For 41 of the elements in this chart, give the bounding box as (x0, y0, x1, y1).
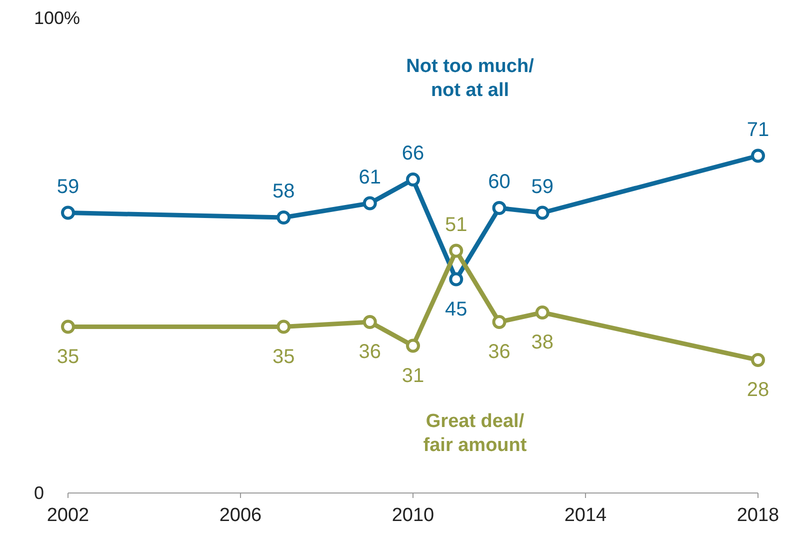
data-label: 31 (402, 364, 424, 387)
data-label: 28 (746, 379, 770, 401)
data-label: 51 (445, 214, 468, 236)
x-tick-label: 2002 (46, 504, 90, 526)
point (406, 338, 420, 353)
point (449, 244, 464, 258)
data-label: 71 (746, 118, 770, 141)
data-label: 60 (488, 171, 510, 193)
x-tick-label: 2010 (392, 504, 434, 526)
data-label: 66 (402, 142, 424, 164)
data-label: 58 (272, 180, 295, 202)
point (276, 210, 291, 224)
y-tick-label: 100% (34, 8, 80, 28)
data-label: 35 (56, 346, 80, 368)
data-label: 59 (56, 176, 80, 198)
point (492, 315, 506, 329)
point (276, 320, 291, 334)
x-tick-label: 2018 (736, 504, 780, 526)
data-label: 59 (531, 176, 554, 198)
point (449, 272, 464, 286)
point (535, 206, 550, 220)
point (362, 315, 377, 329)
point (492, 201, 506, 215)
data-label: 45 (445, 298, 468, 320)
y-tick-label: 0 (34, 482, 44, 503)
data-label: 36 (358, 341, 381, 363)
x-tick-label: 2006 (219, 504, 262, 526)
point (406, 172, 420, 186)
point (61, 206, 75, 220)
data-label: 38 (531, 332, 554, 354)
data-label: 61 (358, 166, 381, 188)
point (61, 320, 75, 334)
data-label: 36 (488, 341, 510, 363)
point (751, 148, 765, 163)
point (362, 196, 377, 210)
text: Not too much/ not at all (406, 56, 535, 101)
x-tick-label: 2014 (564, 504, 608, 526)
point (751, 353, 765, 367)
point (535, 306, 550, 320)
data-label: 35 (272, 346, 295, 368)
text: Great deal/ fair amount (423, 411, 528, 456)
